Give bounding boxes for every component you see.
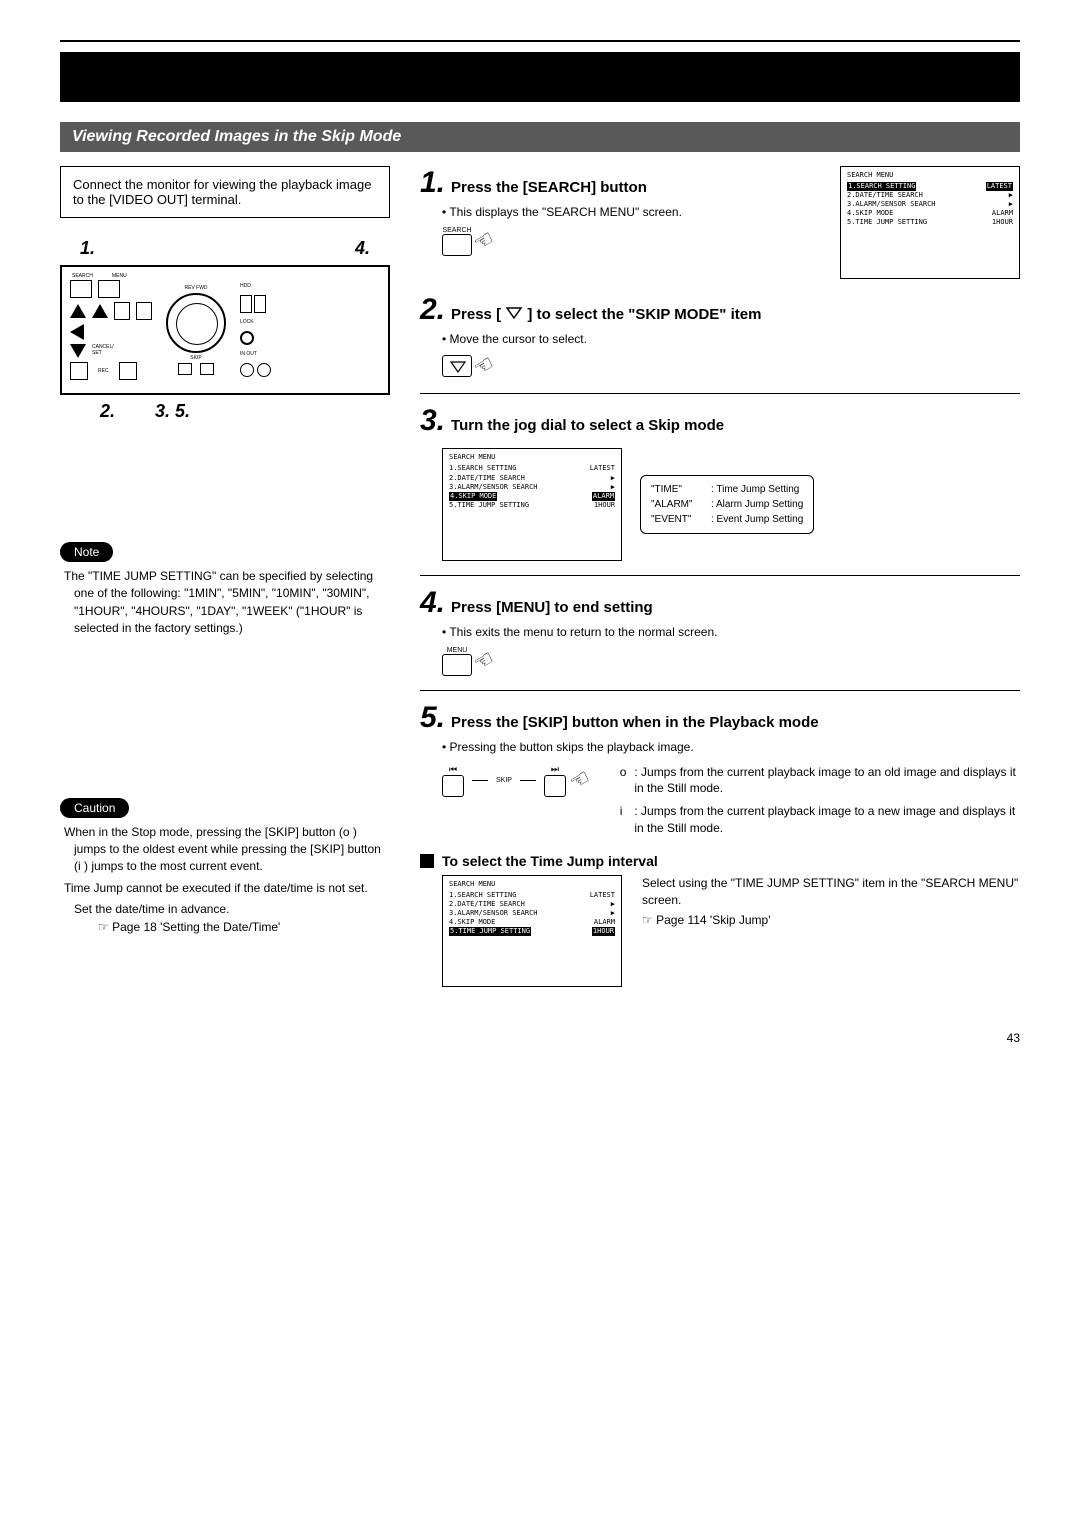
step-3-title: Turn the jog dial to select a Skip mode [451,417,724,434]
note-label: Note [60,542,113,562]
step-2-body: Move the cursor to select. [442,331,1020,348]
search-label: SEARCH [442,227,471,234]
search-button-illus: SEARCH ☜ [442,227,822,256]
sub-ref: Page 114 'Skip Jump' [656,913,770,927]
caution-ref: Page 18 'Setting the Date/Time' [112,920,280,934]
caution-label: Caution [60,798,129,818]
step-2-num: 2. [420,293,445,327]
ref-3-5: 3. 5. [155,401,190,422]
note-block: Note The "TIME JUMP SETTING" can be spec… [60,542,390,638]
caution-item-1: When in the Stop mode, pressing the [SKI… [74,824,390,876]
step-4-num: 4. [420,586,445,620]
square-bullet-icon [420,854,434,868]
ref-1: 1. [80,238,95,259]
step-1: 1. Press the [SEARCH] button This displa… [420,166,1020,279]
main-layout: Connect the monitor for viewing the play… [60,166,1020,1001]
step-4-title: Press [MENU] to end setting [451,599,653,616]
jump-desc: o: Jumps from the current playback image… [620,764,1020,843]
step-2: 2. Press [ ] to select the "SKIP MODE" i… [420,293,1020,380]
step-1-num: 1. [420,166,445,200]
caution-item-2: Time Jump cannot be executed if the date… [74,880,390,897]
caution-set-line: Set the date/time in advance. [74,901,390,918]
sub-body: Select using the "TIME JUMP SETTING" ite… [642,875,1020,909]
top-rule [60,40,1020,42]
divider [420,690,1020,691]
ref-4: 4. [355,238,370,259]
hand-icon: ☜ [469,350,499,382]
legend-box: "TIME": Time Jump Setting "ALARM": Alarm… [640,475,814,534]
step-4-body: This exits the menu to return to the nor… [442,624,1020,641]
hand-icon: ☜ [469,225,499,257]
step-5-body: Pressing the button skips the playback i… [442,739,1020,756]
divider [420,575,1020,576]
page-number: 43 [60,1031,1020,1045]
note-body: The "TIME JUMP SETTING" can be specified… [74,568,390,638]
step-2-title: Press [ ] to select the "SKIP MODE" item [451,306,761,324]
step-3-num: 3. [420,404,445,438]
step-5-num: 5. [420,701,445,735]
device-box: SEARCH MENU [60,265,390,395]
hand-icon: ☜ [565,764,595,796]
device-diagram: 1. 4. SEARCH MENU [60,238,390,422]
header-bar [60,52,1020,102]
right-column: 1. Press the [SEARCH] button This displa… [420,166,1020,1001]
skip-buttons-illus: ⏮ SKIP ⏭ ☜ [442,764,590,797]
step-5: 5. Press the [SKIP] button when in the P… [420,701,1020,988]
step-3: 3. Turn the jog dial to select a Skip mo… [420,404,1020,561]
caution-block: Caution When in the Stop mode, pressing … [60,798,390,936]
search-menu-screen-3: SEARCH MENU 1.SEARCH SETTINGLATEST 2.DAT… [442,875,622,988]
hand-icon: ☜ [469,645,499,677]
intro-box: Connect the monitor for viewing the play… [60,166,390,218]
menu-label: MENU [447,647,468,654]
sub-title: To select the Time Jump interval [420,853,1020,869]
step-5-title: Press the [SKIP] button when in the Play… [451,714,819,731]
search-menu-screen-2: SEARCH MENU 1.SEARCH SETTINGLATEST 2.DAT… [442,448,622,561]
divider [420,393,1020,394]
down-button-illus: ☜ [442,353,1020,379]
section-title: Viewing Recorded Images in the Skip Mode [60,122,1020,152]
step-1-title: Press the [SEARCH] button [451,179,647,196]
step-4: 4. Press [MENU] to end setting This exit… [420,586,1020,676]
step-1-body: This displays the "SEARCH MENU" screen. [442,204,822,221]
left-column: Connect the monitor for viewing the play… [60,166,390,1001]
ref-2: 2. [100,401,115,422]
menu-button-illus: MENU ☜ [442,647,1020,676]
menu-header: SEARCH MENU [847,171,1013,180]
search-menu-screen-1: SEARCH MENU 1.SEARCH SETTINGLATEST 2.DAT… [840,166,1020,279]
